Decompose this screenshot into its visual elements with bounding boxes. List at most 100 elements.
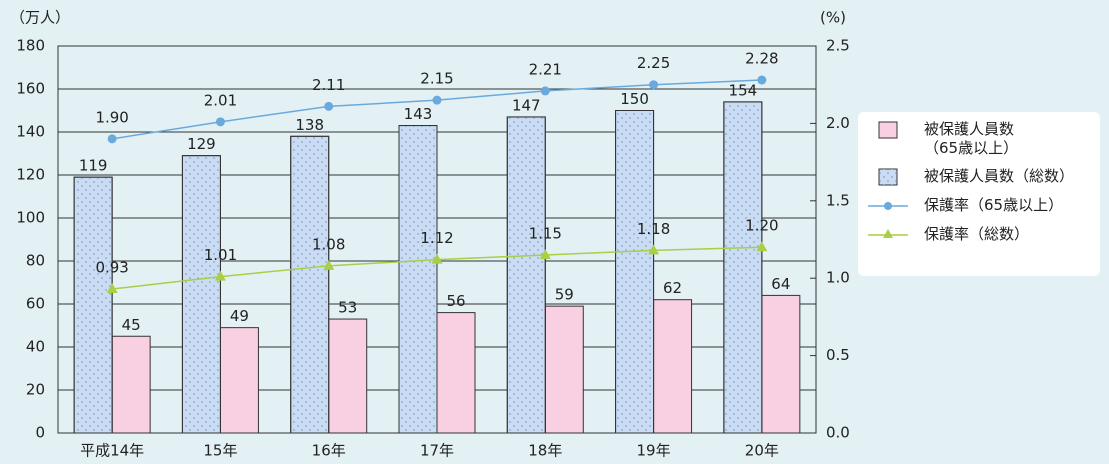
bar-value-label: 56 <box>446 292 465 310</box>
bar <box>436 312 476 434</box>
bar-value-label: 62 <box>663 279 682 297</box>
point <box>324 101 334 111</box>
x-tick-label: 平成14年 <box>80 442 144 460</box>
bar-value-label: 154 <box>729 81 758 99</box>
point <box>649 80 659 90</box>
chart: （万人） (%) 0 20 40 60 80 100 120 140 160 180 0.0 0.5 1… <box>10 9 850 460</box>
y-tick-label: 120 <box>16 166 45 184</box>
y-tick-label: 20 <box>26 381 45 399</box>
bar <box>219 327 259 434</box>
bar-value-label: 53 <box>338 299 357 317</box>
legend-label: 被保護人員数 （65歳以上） <box>924 120 1019 157</box>
y-tick-label: 180 <box>16 37 45 55</box>
y-tick-label: 80 <box>26 252 45 270</box>
bar <box>544 305 584 434</box>
bar <box>653 299 693 434</box>
legend-label: 保護率（総数） <box>924 225 1030 243</box>
point <box>214 270 226 281</box>
y-tick-label: 160 <box>16 80 45 98</box>
legend-swatch <box>868 229 908 238</box>
bar-pattern <box>506 116 546 434</box>
y2-tick-label: 0.5 <box>826 346 850 364</box>
bar-value-label: 129 <box>187 135 216 153</box>
point <box>432 95 442 105</box>
point-value-label: 1.90 <box>95 108 128 126</box>
y-tick-label: 60 <box>26 295 45 313</box>
point <box>106 283 118 294</box>
y2-tick-label: 1.0 <box>826 269 850 287</box>
bar-pattern <box>181 155 221 434</box>
legend-item: 被保護人員数 （65歳以上） <box>866 120 1092 158</box>
bar-value-label: 143 <box>404 105 433 123</box>
bar-value-label: 64 <box>771 275 790 293</box>
swatch-marker <box>883 229 893 238</box>
point <box>540 86 550 96</box>
point-value-label: 1.08 <box>312 235 345 253</box>
bar-pattern <box>290 135 330 434</box>
point-value-label: 1.12 <box>420 229 453 247</box>
point-value-label: 1.20 <box>745 217 778 235</box>
bar <box>328 318 368 434</box>
bar-pattern <box>73 176 113 434</box>
x-tick-label: 16年 <box>312 442 346 460</box>
legend-item: 被保護人員数（総数） <box>866 167 1092 187</box>
point <box>215 117 225 127</box>
bar <box>761 294 801 434</box>
x-tick-label: 19年 <box>637 442 671 460</box>
point-value-label: 0.93 <box>95 259 128 277</box>
bar-value-label: 147 <box>512 96 541 114</box>
y2-tick-label: 0.0 <box>826 424 850 442</box>
y-tick-label: 140 <box>16 123 45 141</box>
point-value-label: 1.01 <box>204 246 237 264</box>
y-tick-label: 40 <box>26 338 45 356</box>
legend-label: 被保護人員数（総数） <box>924 167 1075 185</box>
legend-swatch <box>878 168 898 186</box>
legend-label: 保護率（65歳以上） <box>924 196 1064 214</box>
point <box>323 259 335 270</box>
point-value-label: 1.15 <box>529 224 562 242</box>
y2-tick-label: 2.5 <box>826 37 850 55</box>
point-value-label: 2.25 <box>637 54 670 72</box>
point-value-label: 2.21 <box>529 60 562 78</box>
bar-value-label: 150 <box>620 90 649 108</box>
legend-swatch <box>868 202 908 210</box>
y-tick-label: 100 <box>16 209 45 227</box>
point-value-label: 2.01 <box>204 91 237 109</box>
bar <box>111 335 151 434</box>
y-tick-label: 0 <box>35 424 45 442</box>
swatch-pattern <box>879 169 897 185</box>
legend-item: 保護率（総数） <box>866 225 1092 245</box>
swatch-marker <box>884 202 892 210</box>
bar-value-label: 49 <box>230 307 249 325</box>
y2-tick-label: 2.0 <box>826 114 850 132</box>
bar-pattern <box>723 101 763 434</box>
legend: 被保護人員数 （65歳以上） 被保護人員数（総数） 保護率（65歳以上） 保護率（総数… <box>858 112 1100 276</box>
point <box>756 241 768 252</box>
legend-item: 保護率（65歳以上） <box>866 196 1092 216</box>
x-tick-label: 18年 <box>528 442 562 460</box>
point-value-label: 2.15 <box>420 70 453 88</box>
y-axis-label: （万人） <box>10 9 70 27</box>
bar-value-label: 119 <box>79 157 108 175</box>
point-value-label: 1.18 <box>637 220 670 238</box>
bar-value-label: 45 <box>122 316 141 334</box>
point <box>539 248 551 259</box>
bar-value-label: 138 <box>295 116 324 134</box>
bar-value-label: 59 <box>555 286 574 304</box>
legend-swatch <box>878 121 898 139</box>
point-value-label: 2.11 <box>312 76 345 94</box>
x-tick-label: 20年 <box>745 442 779 460</box>
x-tick-label: 17年 <box>420 442 454 460</box>
point <box>757 75 767 85</box>
bar-pattern <box>615 110 655 434</box>
point <box>431 253 443 264</box>
x-tick-label: 15年 <box>203 442 237 460</box>
bar-pattern <box>398 125 438 434</box>
point <box>107 134 117 144</box>
swatch-box <box>878 121 898 139</box>
point <box>648 244 660 255</box>
y2-tick-label: 1.5 <box>826 191 850 209</box>
point-value-label: 2.28 <box>745 50 778 68</box>
y2-axis-label: (%) <box>820 9 846 27</box>
